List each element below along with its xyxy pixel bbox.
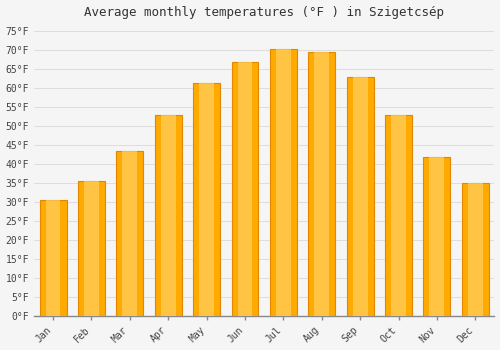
Bar [314,52,329,316]
Bar [391,115,406,316]
Bar [193,83,220,316]
Bar [346,77,374,316]
Bar [84,181,99,316]
Bar [270,49,297,316]
Bar [40,200,66,316]
Bar [308,52,335,316]
Bar [424,156,450,316]
Bar [430,156,444,316]
Bar [238,62,252,316]
Bar [468,183,482,316]
Title: Average monthly temperatures (°F ) in Szigetcsép: Average monthly temperatures (°F ) in Sz… [84,6,444,19]
Bar [155,115,182,316]
Bar [385,115,412,316]
Bar [116,151,143,316]
Bar [199,83,214,316]
Bar [78,181,105,316]
Bar [276,49,291,316]
Bar [232,62,258,316]
Bar [122,151,137,316]
Bar [161,115,176,316]
Bar [46,200,60,316]
Bar [462,183,488,316]
Bar [352,77,368,316]
